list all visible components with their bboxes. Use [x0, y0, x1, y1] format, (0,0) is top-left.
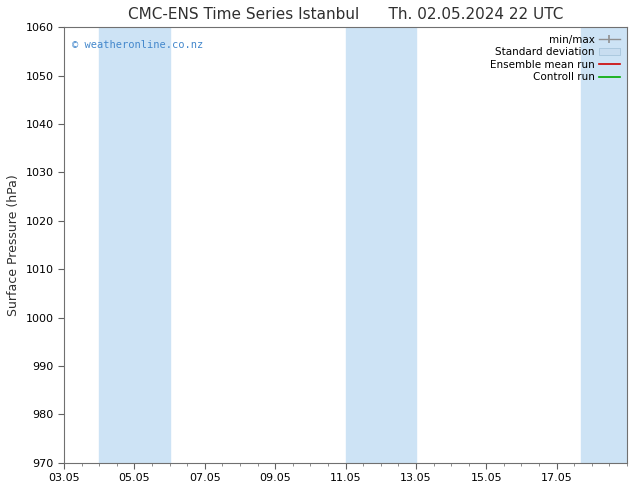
Y-axis label: Surface Pressure (hPa): Surface Pressure (hPa)	[7, 174, 20, 316]
Bar	[346, 27, 416, 463]
Text: © weatheronline.co.nz: © weatheronline.co.nz	[72, 40, 204, 50]
Legend: min/max, Standard deviation, Ensemble mean run, Controll run: min/max, Standard deviation, Ensemble me…	[486, 30, 624, 87]
Bar	[581, 27, 627, 463]
Bar	[100, 27, 170, 463]
Title: CMC-ENS Time Series Istanbul      Th. 02.05.2024 22 UTC: CMC-ENS Time Series Istanbul Th. 02.05.2…	[128, 7, 563, 22]
